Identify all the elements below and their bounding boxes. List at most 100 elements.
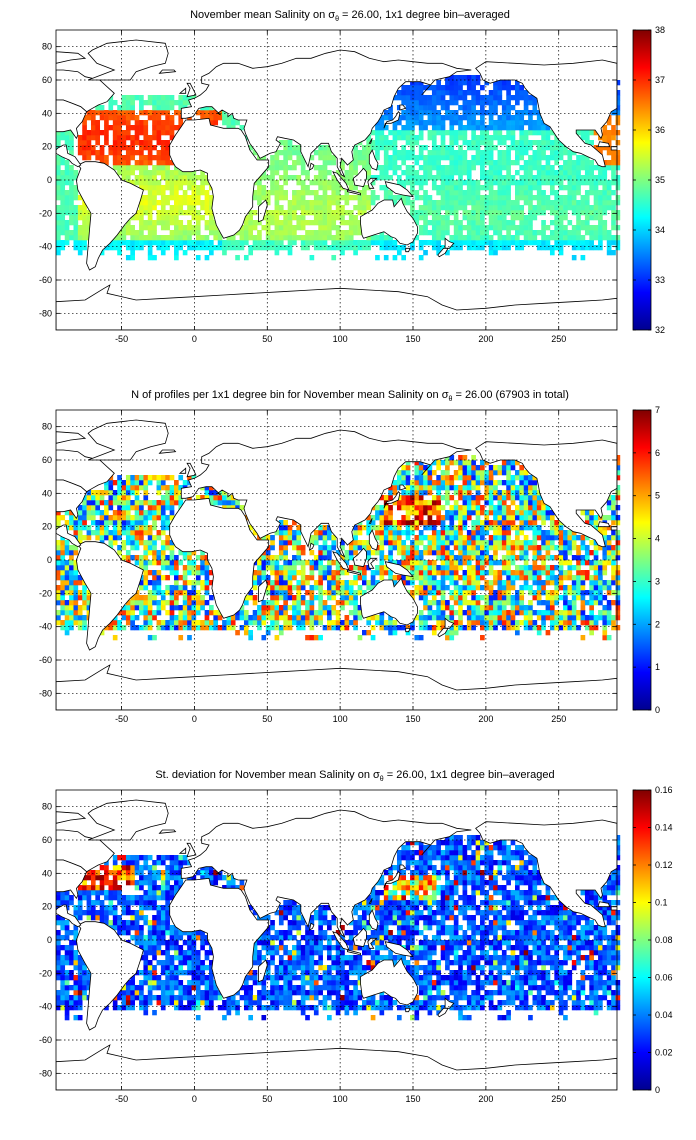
data-cell — [209, 110, 214, 116]
data-cell — [335, 180, 341, 186]
data-cell — [86, 495, 92, 501]
data-cell — [536, 590, 542, 596]
data-cell — [593, 625, 599, 631]
data-cell — [458, 620, 463, 626]
data-cell — [318, 195, 323, 201]
data-cell — [318, 545, 323, 551]
data-cell — [484, 240, 490, 246]
data-cell — [445, 570, 450, 576]
data-cell — [283, 225, 288, 231]
data-cell — [147, 180, 153, 186]
data-cell — [580, 235, 586, 241]
data-cell — [64, 620, 70, 626]
data-cell — [506, 100, 511, 106]
data-cell — [139, 535, 144, 541]
data-cell — [558, 610, 564, 616]
data-cell — [64, 570, 70, 576]
data-cell — [501, 555, 507, 561]
data-cell — [278, 240, 284, 246]
data-cell — [606, 635, 612, 641]
data-cell — [532, 500, 538, 506]
data-cell — [125, 530, 131, 536]
data-cell — [571, 240, 577, 246]
data-cell — [134, 140, 140, 146]
data-cell — [305, 605, 310, 611]
data-cell — [519, 595, 525, 601]
data-cell — [318, 575, 323, 581]
data-cell — [515, 140, 520, 146]
data-cell — [506, 570, 511, 576]
data-cell — [195, 610, 201, 616]
data-cell — [515, 505, 520, 511]
data-cell — [501, 80, 507, 86]
data-cell — [322, 575, 328, 581]
data-cell — [60, 535, 66, 541]
data-cell — [396, 520, 402, 526]
data-cell — [366, 525, 372, 531]
data-cell — [130, 600, 135, 606]
data-cell — [571, 610, 577, 616]
data-cell — [536, 210, 542, 216]
data-cell — [174, 220, 179, 226]
data-cell — [471, 605, 476, 611]
data-cell — [121, 160, 127, 166]
data-cell — [584, 180, 590, 186]
data-cell — [327, 220, 332, 226]
data-cell — [370, 580, 376, 586]
data-cell — [493, 130, 498, 136]
data-cell — [545, 545, 551, 551]
data-cell — [466, 100, 472, 106]
data-cell — [82, 230, 87, 236]
data-cell — [121, 230, 127, 236]
data-cell — [493, 240, 498, 246]
data-cell — [147, 590, 153, 596]
data-cell — [392, 200, 398, 206]
data-cell — [152, 560, 157, 566]
data-cell — [396, 165, 402, 171]
data-cell — [152, 505, 157, 511]
data-cell — [558, 530, 564, 536]
data-cell — [523, 505, 529, 511]
data-cell — [510, 460, 516, 466]
data-cell — [143, 530, 149, 536]
data-cell — [436, 205, 441, 211]
data-cell — [571, 625, 577, 631]
data-cell — [340, 250, 345, 256]
data-cell — [318, 525, 323, 531]
data-cell — [501, 140, 507, 146]
data-cell — [462, 625, 468, 631]
data-cell — [506, 540, 511, 546]
data-cell — [60, 575, 66, 581]
data-cell — [160, 150, 166, 156]
data-cell — [440, 475, 446, 481]
data-cell — [510, 585, 516, 591]
data-cell — [611, 240, 616, 246]
data-cell — [178, 495, 184, 501]
data-cell — [73, 205, 79, 211]
data-cell — [606, 560, 612, 566]
data-cell — [309, 635, 315, 641]
data-cell — [143, 575, 149, 581]
data-cell — [200, 240, 205, 246]
data-cell — [497, 515, 503, 521]
data-cell — [541, 610, 546, 616]
data-cell — [108, 115, 114, 121]
data-cell — [571, 255, 577, 261]
data-cell — [484, 175, 490, 181]
data-cell — [510, 500, 516, 506]
data-cell — [252, 600, 258, 606]
data-cell — [410, 590, 415, 596]
data-cell — [536, 575, 542, 581]
data-cell — [606, 140, 612, 146]
y-tick-label: -20 — [39, 208, 52, 218]
data-cell — [615, 110, 621, 116]
data-cell — [440, 155, 446, 161]
data-cell — [187, 180, 192, 186]
data-cell — [383, 150, 389, 156]
data-cell — [501, 210, 507, 216]
data-cell — [152, 545, 157, 551]
data-cell — [436, 615, 441, 621]
data-cell — [418, 620, 424, 626]
data-cell — [401, 470, 407, 476]
data-cell — [458, 240, 463, 246]
